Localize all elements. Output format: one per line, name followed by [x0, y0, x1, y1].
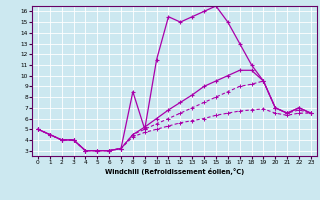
- X-axis label: Windchill (Refroidissement éolien,°C): Windchill (Refroidissement éolien,°C): [105, 168, 244, 175]
